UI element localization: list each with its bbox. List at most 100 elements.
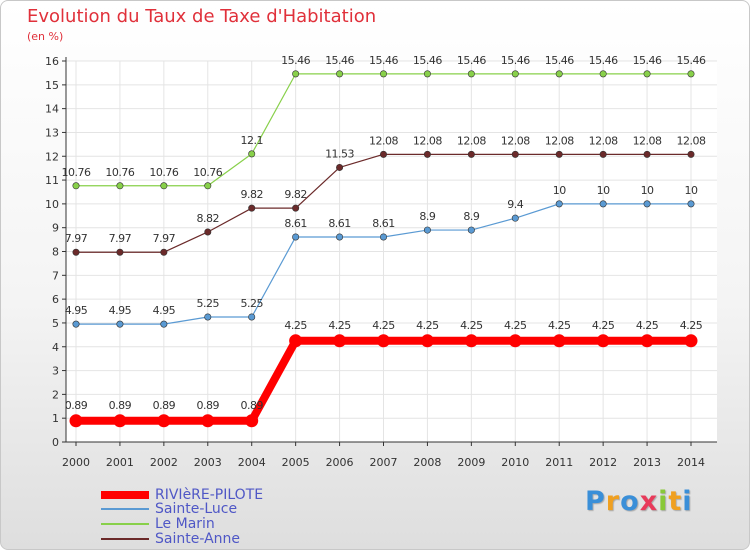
data-label-sainte-luce: 4.95 xyxy=(153,304,176,317)
data-point-le-marin xyxy=(72,182,80,190)
data-label-le-marin: 10.76 xyxy=(62,166,91,179)
data-label-le-marin: 15.46 xyxy=(677,54,706,67)
data-point-sainte-luce xyxy=(292,233,300,241)
y-tick-label: 0 xyxy=(52,436,59,449)
y-tick-label: 9 xyxy=(52,222,59,235)
data-point-le-marin xyxy=(555,70,563,78)
y-tick-label: 12 xyxy=(45,150,59,163)
y-tick-label: 4 xyxy=(52,341,59,354)
data-label-sainte-luce: 10 xyxy=(641,184,654,197)
y-tick-label: 13 xyxy=(45,126,59,139)
data-point-le-marin xyxy=(511,70,519,78)
x-tick-label: 2005 xyxy=(282,456,310,469)
data-label-le-marin: 12.1 xyxy=(240,134,263,147)
data-label-sainte-luce: 9.4 xyxy=(507,198,523,211)
x-tick-label: 2009 xyxy=(457,456,485,469)
data-label-sainte-anne: 12.08 xyxy=(677,134,706,147)
data-label-sainte-luce: 5.25 xyxy=(240,297,263,310)
data-label-rivi-re-pilote: 4.25 xyxy=(460,319,483,332)
data-label-sainte-anne: 9.82 xyxy=(240,188,263,201)
data-point-sainte-anne xyxy=(511,150,519,158)
data-label-sainte-anne: 12.08 xyxy=(633,134,662,147)
data-label-sainte-anne: 7.97 xyxy=(109,232,132,245)
data-label-le-marin: 15.46 xyxy=(589,54,618,67)
x-tick-label: 2001 xyxy=(106,456,134,469)
data-label-le-marin: 15.46 xyxy=(633,54,662,67)
data-label-le-marin: 15.46 xyxy=(281,54,310,67)
data-label-rivi-re-pilote: 4.25 xyxy=(284,319,307,332)
x-tick-label: 2002 xyxy=(150,456,178,469)
data-label-rivi-re-pilote: 4.25 xyxy=(548,319,571,332)
data-point-sainte-luce xyxy=(467,226,475,234)
logo-letter: t xyxy=(668,486,683,517)
data-point-sainte-luce xyxy=(423,226,431,234)
data-label-sainte-luce: 8.9 xyxy=(463,210,479,223)
data-point-sainte-anne xyxy=(160,248,168,256)
data-point-sainte-anne xyxy=(687,150,695,158)
data-point-le-marin xyxy=(160,182,168,190)
data-label-rivi-re-pilote: 0.89 xyxy=(65,399,88,412)
data-label-rivi-re-pilote: 0.89 xyxy=(197,399,220,412)
data-label-sainte-anne: 12.08 xyxy=(369,134,398,147)
data-point-le-marin xyxy=(643,70,651,78)
y-tick-label: 10 xyxy=(45,198,59,211)
y-tick-label: 15 xyxy=(45,79,59,92)
data-point-sainte-luce xyxy=(511,214,519,222)
legend-swatch-riviere-pilote xyxy=(101,491,149,499)
data-label-le-marin: 15.46 xyxy=(457,54,486,67)
data-point-le-marin xyxy=(379,70,387,78)
legend-label: RIVIèRE-PILOTE xyxy=(155,487,264,503)
proxiti-logo: Proxiti xyxy=(585,486,693,517)
data-point-sainte-anne xyxy=(379,150,387,158)
data-point-le-marin xyxy=(423,70,431,78)
y-tick-label: 2 xyxy=(52,388,59,401)
data-label-sainte-anne: 12.08 xyxy=(589,134,618,147)
data-label-rivi-re-pilote: 4.25 xyxy=(636,319,659,332)
data-label-sainte-anne: 8.82 xyxy=(197,212,220,225)
data-label-le-marin: 10.76 xyxy=(149,166,178,179)
data-label-sainte-luce: 8.61 xyxy=(372,217,395,230)
legend-swatch-sainte-luce xyxy=(101,508,149,510)
y-tick-label: 7 xyxy=(52,269,59,282)
legend-item-sainte-anne: Sainte-Anne xyxy=(101,531,240,547)
y-tick-label: 11 xyxy=(45,174,59,187)
data-point-sainte-anne xyxy=(116,248,124,256)
data-label-rivi-re-pilote: 0.89 xyxy=(153,399,176,412)
x-tick-label: 2007 xyxy=(370,456,398,469)
data-point-rivi-re-pilote xyxy=(377,334,390,348)
data-point-le-marin xyxy=(687,70,695,78)
data-label-rivi-re-pilote: 4.25 xyxy=(680,319,703,332)
x-tick-label: 2010 xyxy=(501,456,529,469)
data-label-sainte-luce: 10 xyxy=(553,184,566,197)
logo-letter: r xyxy=(605,486,621,517)
x-tick-label: 2006 xyxy=(326,456,354,469)
legend-label: Sainte-Luce xyxy=(155,501,238,517)
data-point-sainte-anne xyxy=(555,150,563,158)
data-point-sainte-anne xyxy=(423,150,431,158)
data-point-sainte-luce xyxy=(336,233,344,241)
data-point-rivi-re-pilote xyxy=(333,334,347,348)
data-label-le-marin: 15.46 xyxy=(369,54,398,67)
legend-swatch-sainte-anne xyxy=(101,538,149,540)
data-point-rivi-re-pilote xyxy=(684,334,698,348)
x-tick-label: 2013 xyxy=(633,456,661,469)
data-point-rivi-re-pilote xyxy=(245,414,259,428)
data-point-le-marin xyxy=(599,70,607,78)
data-point-sainte-luce xyxy=(248,313,256,321)
data-point-sainte-anne xyxy=(292,204,300,212)
data-label-rivi-re-pilote: 0.89 xyxy=(109,399,132,412)
data-label-le-marin: 15.46 xyxy=(325,54,354,67)
data-point-le-marin xyxy=(467,70,475,78)
data-point-le-marin xyxy=(204,182,212,190)
data-point-sainte-anne xyxy=(72,248,80,256)
data-point-rivi-re-pilote xyxy=(69,414,83,428)
data-point-sainte-luce xyxy=(72,320,80,328)
data-label-sainte-anne: 12.08 xyxy=(501,134,530,147)
y-tick-label: 8 xyxy=(52,246,59,259)
x-tick-label: 2012 xyxy=(589,456,617,469)
data-label-sainte-anne: 12.08 xyxy=(457,134,486,147)
data-point-rivi-re-pilote xyxy=(508,334,522,348)
data-label-sainte-anne: 9.82 xyxy=(284,188,307,201)
data-label-le-marin: 10.76 xyxy=(105,166,134,179)
